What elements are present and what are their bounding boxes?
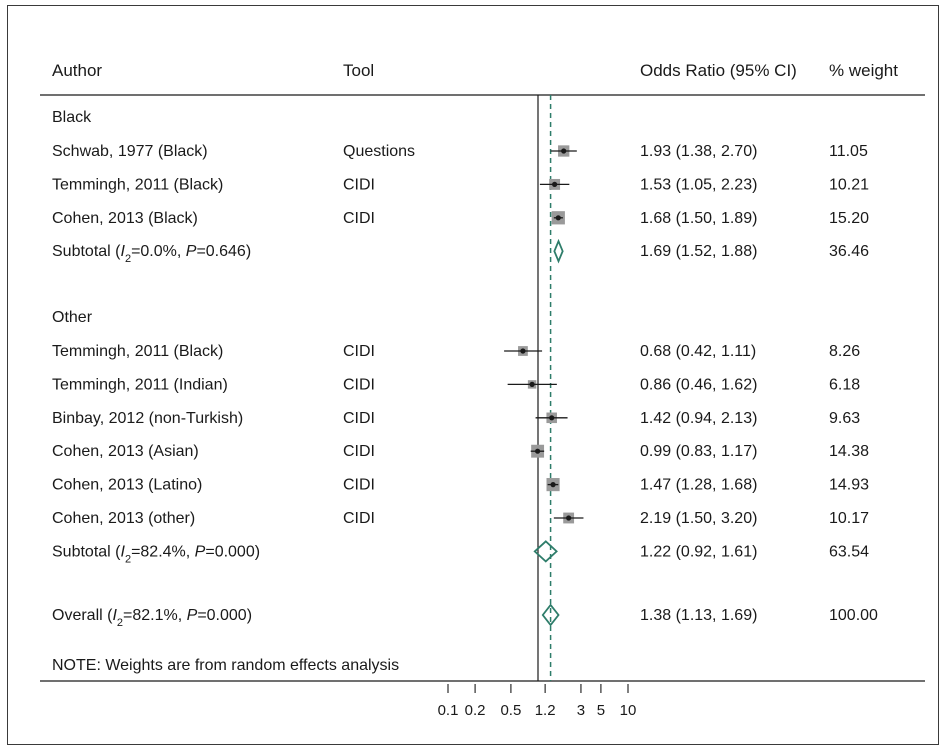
study-row-1-0-weight: 8.26 bbox=[829, 343, 860, 360]
study-marker-1-0 bbox=[504, 346, 543, 356]
overall-diamond bbox=[541, 603, 560, 627]
x-tick-label-5: 5 bbox=[597, 702, 605, 719]
group-label-other: Other bbox=[52, 309, 93, 326]
subtotal-row-1-weight: 63.54 bbox=[829, 543, 869, 560]
study-row-1-0-tool: CIDI bbox=[343, 343, 375, 360]
overall-label: Overall (I2=82.1%, P=0.000) bbox=[52, 607, 252, 629]
study-marker-0-0 bbox=[550, 145, 577, 157]
group-label-black: Black bbox=[52, 109, 92, 126]
subtotal-label-1: Subtotal (I2=82.4%, P=0.000) bbox=[52, 543, 260, 565]
x-axis: 0.1 0.2 0.5 1.2 3 5 10 bbox=[438, 684, 637, 719]
forest-plot: Author Tool Odds Ratio (95% CI) % weight… bbox=[40, 61, 925, 719]
study-marker-1-2 bbox=[535, 412, 568, 424]
study-marker-1-0-point bbox=[520, 348, 526, 354]
study-row-0-1-or: 1.53 (1.05, 2.23) bbox=[640, 176, 757, 193]
footnote: NOTE: Weights are from random effects an… bbox=[52, 657, 399, 674]
header-weight: % weight bbox=[829, 61, 898, 80]
subtotal-row-0-or: 1.69 (1.52, 1.88) bbox=[640, 243, 757, 260]
subtotal-row-1-or: 1.22 (0.92, 1.61) bbox=[640, 543, 757, 560]
study-row-1-1-author: Temmingh, 2011 (Indian) bbox=[52, 376, 228, 393]
study-row-1-3-author: Cohen, 2013 (Asian) bbox=[52, 443, 199, 460]
overall-row-weight: 100.00 bbox=[829, 607, 878, 624]
study-marker-1-5-point bbox=[566, 515, 572, 521]
subtotal-label-0: Subtotal (I2=0.0%, P=0.646) bbox=[52, 243, 251, 265]
study-row-1-1-or: 0.86 (0.46, 1.62) bbox=[640, 376, 757, 393]
study-row-0-1-tool: CIDI bbox=[343, 176, 375, 193]
header-author: Author bbox=[52, 61, 102, 80]
x-tick-label-4: 3 bbox=[577, 702, 585, 719]
study-row-1-4-author: Cohen, 2013 (Latino) bbox=[52, 477, 202, 494]
study-row-0-0-author: Schwab, 1977 (Black) bbox=[52, 143, 208, 160]
column-headers: Author Tool Odds Ratio (95% CI) % weight bbox=[52, 61, 898, 80]
study-row-0-0-or: 1.93 (1.38, 2.70) bbox=[640, 143, 757, 160]
study-row-1-1-weight: 6.18 bbox=[829, 376, 860, 393]
study-row-0-0-tool: Questions bbox=[343, 143, 415, 160]
study-row-1-2-weight: 9.63 bbox=[829, 410, 860, 427]
study-row-1-2-author: Binbay, 2012 (non-Turkish) bbox=[52, 410, 243, 427]
study-row-0-2-tool: CIDI bbox=[343, 210, 375, 227]
study-marker-0-0-point bbox=[561, 148, 567, 154]
study-row-0-2-author: Cohen, 2013 (Black) bbox=[52, 210, 198, 227]
study-row-1-5-author: Cohen, 2013 (other) bbox=[52, 510, 195, 527]
study-row-1-5-weight: 10.17 bbox=[829, 510, 869, 527]
x-tick-label-1: 0.2 bbox=[465, 702, 486, 719]
header-odds-ratio: Odds Ratio (95% CI) bbox=[640, 61, 797, 80]
x-tick-label-2: 0.5 bbox=[500, 702, 521, 719]
x-tick-label-3: 1.2 bbox=[535, 702, 556, 719]
study-row-0-2-or: 1.68 (1.50, 1.89) bbox=[640, 210, 757, 227]
study-row-0-0-weight: 11.05 bbox=[829, 143, 868, 160]
study-row-1-0-or: 0.68 (0.42, 1.11) bbox=[640, 343, 756, 360]
study-marker-0-2 bbox=[551, 211, 565, 225]
overall-row-or: 1.38 (1.13, 1.69) bbox=[640, 607, 757, 624]
study-row-1-0-author: Temmingh, 2011 (Black) bbox=[52, 343, 223, 360]
study-row-1-1-tool: CIDI bbox=[343, 376, 375, 393]
study-marker-0-1 bbox=[539, 178, 570, 190]
subtotal-diamond-0 bbox=[553, 238, 564, 264]
header-tool: Tool bbox=[343, 61, 374, 80]
study-row-1-2-or: 1.42 (0.94, 2.13) bbox=[640, 410, 757, 427]
study-marker-1-1-point bbox=[529, 381, 535, 387]
study-marker-1-1 bbox=[507, 380, 557, 389]
study-row-0-1-author: Temmingh, 2011 (Black) bbox=[52, 176, 223, 193]
study-row-1-3-weight: 14.38 bbox=[829, 443, 869, 460]
study-marker-1-2-point bbox=[549, 415, 555, 421]
subtotal-diamond-1 bbox=[533, 540, 558, 563]
study-row-1-5-tool: CIDI bbox=[343, 510, 375, 527]
x-tick-label-0: 0.1 bbox=[438, 702, 459, 719]
study-marker-1-3 bbox=[530, 444, 545, 458]
study-row-1-3-or: 0.99 (0.83, 1.17) bbox=[640, 443, 757, 460]
study-marker-0-1-point bbox=[552, 181, 558, 187]
study-row-0-2-weight: 15.20 bbox=[829, 210, 869, 227]
study-row-1-4-tool: CIDI bbox=[343, 477, 375, 494]
study-marker-1-4-point bbox=[550, 482, 556, 488]
study-marker-1-5 bbox=[553, 512, 584, 524]
study-marker-1-4 bbox=[546, 478, 560, 492]
study-row-1-2-tool: CIDI bbox=[343, 410, 375, 427]
forest-rows: Black Schwab, 1977 (Black) Questions 1.93 (… bbox=[52, 109, 878, 629]
x-tick-label-6: 10 bbox=[620, 702, 637, 719]
study-marker-0-2-point bbox=[555, 215, 561, 221]
subtotal-row-0-weight: 36.46 bbox=[829, 243, 869, 260]
study-row-1-3-tool: CIDI bbox=[343, 443, 375, 460]
study-row-1-4-weight: 14.93 bbox=[829, 477, 869, 494]
study-row-1-4-or: 1.47 (1.28, 1.68) bbox=[640, 477, 757, 494]
forest-marks bbox=[504, 95, 584, 681]
study-marker-1-3-point bbox=[535, 448, 541, 454]
study-row-1-5-or: 2.19 (1.50, 3.20) bbox=[640, 510, 757, 527]
study-row-0-1-weight: 10.21 bbox=[829, 176, 869, 193]
